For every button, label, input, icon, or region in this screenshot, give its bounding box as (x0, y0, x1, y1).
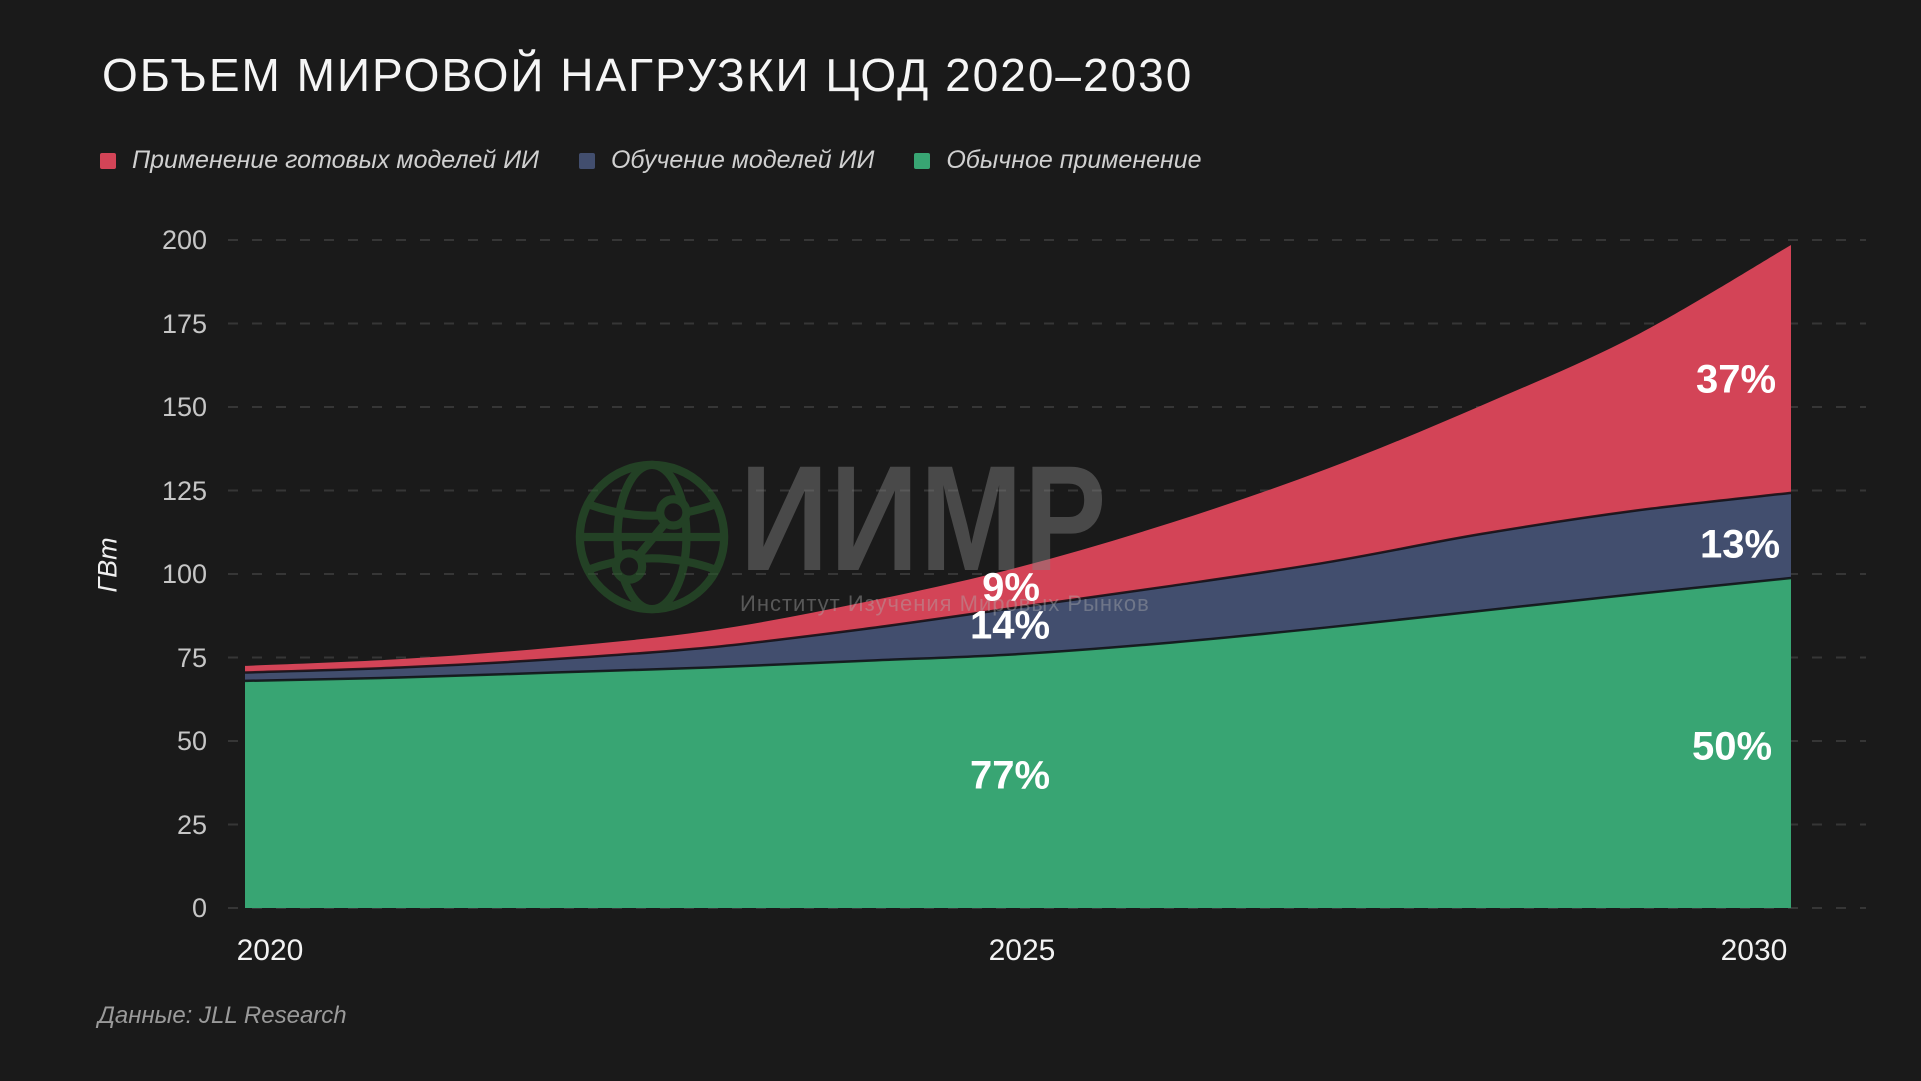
y-tick-label: 75 (176, 642, 207, 673)
legend-swatch-red (100, 152, 116, 169)
y-tick-label: 0 (191, 893, 207, 923)
legend: Применение готовых моделей ИИ Обучение м… (100, 146, 1202, 175)
area-conventional (245, 578, 1791, 908)
area-percent-label: 9% (982, 565, 1040, 610)
area-percent-label: 50% (1691, 724, 1773, 769)
y-tick-label: 150 (161, 392, 207, 422)
y-tick-label: 125 (161, 475, 207, 506)
y-tick-label: 175 (161, 308, 207, 339)
area-series (244, 245, 1792, 908)
y-tick-label: 50 (176, 726, 207, 756)
legend-item-inference: Применение готовых моделей ИИ (100, 146, 539, 175)
legend-swatch-green (914, 152, 931, 169)
legend-swatch-navy (578, 152, 595, 169)
y-tick-label: 100 (161, 559, 207, 589)
x-tick-label: 2030 (1720, 934, 1788, 967)
area-percent-label: 37% (1695, 357, 1777, 402)
edge-conventional (244, 576, 1792, 683)
edge-ai-training (244, 491, 1792, 674)
area-percent-label: 13% (1699, 522, 1781, 567)
y-tick-label: 200 (161, 225, 207, 255)
y-tick-label: 25 (176, 809, 207, 840)
x-tick-label: 2020 (236, 934, 304, 967)
x-tick-label: 2025 (988, 934, 1056, 967)
legend-label: Обычное применение (946, 146, 1202, 174)
source-note: Данные: JLL Research (98, 1002, 347, 1029)
legend-item-training: Обучение моделей ИИ (578, 146, 875, 175)
area-percent-label: 14% (969, 603, 1051, 648)
page-title: Объем мировой нагрузки ЦОД 2020–2030 (102, 49, 1194, 101)
legend-item-conventional: Обычное применение (914, 146, 1202, 175)
legend-label: Применение готовых моделей ИИ (132, 146, 539, 174)
legend-label: Обучение моделей ИИ (610, 146, 875, 174)
area-percent-label: 77% (969, 753, 1051, 798)
